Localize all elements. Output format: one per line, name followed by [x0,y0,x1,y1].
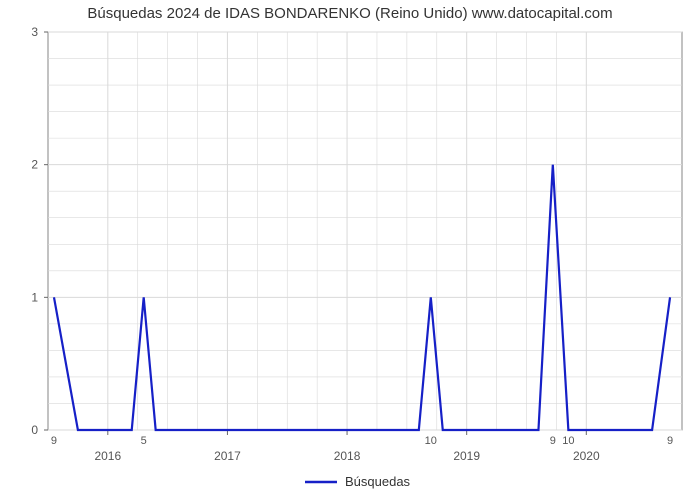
data-point-label: 5 [141,435,147,447]
plot-area [48,32,682,430]
y-tick-label: 2 [31,158,38,172]
x-tick-label: 2020 [573,449,600,463]
line-chart: 0 1 2 3 2016 2017 2018 2019 2020 9 5 10 9 10 9 Búsqueda… [0,0,700,500]
x-tick-label: 2016 [94,449,121,463]
x-tick-label: 2017 [214,449,241,463]
chart-container: 0 1 2 3 2016 2017 2018 2019 2020 9 5 10 9 10 9 Búsqueda… [0,0,700,500]
data-point-label: 10 [562,435,574,447]
chart-title: Búsquedas 2024 de IDAS BONDARENKO (Reino… [87,5,612,22]
x-tick-label: 2018 [334,449,361,463]
data-point-label: 10 [425,435,437,447]
data-point-label: 9 [667,435,673,447]
y-tick-label: 1 [31,290,38,304]
y-tick-label: 3 [31,25,38,39]
y-tick-label: 0 [31,423,38,437]
legend-label: Búsquedas [345,474,411,489]
x-tick-label: 2019 [453,449,480,463]
data-point-label: 9 [550,435,556,447]
data-point-label: 9 [51,435,57,447]
